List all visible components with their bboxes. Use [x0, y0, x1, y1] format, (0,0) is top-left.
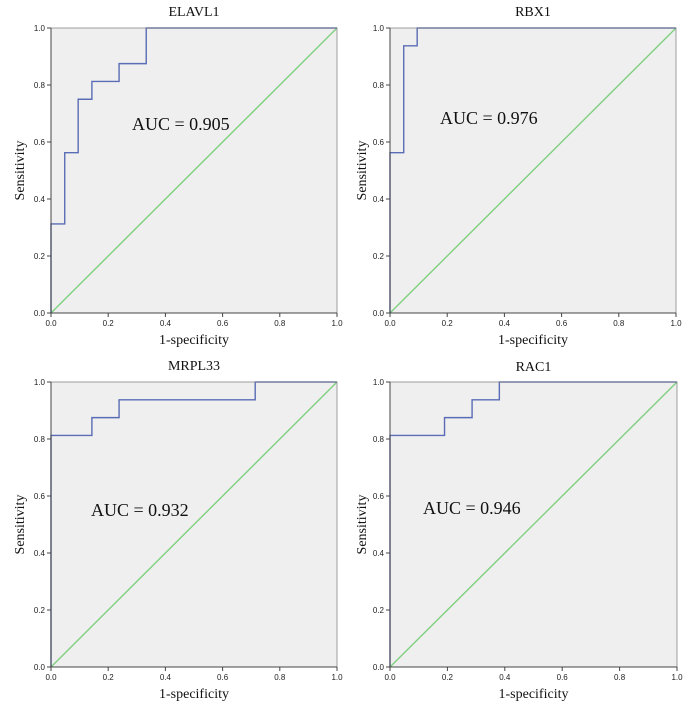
roc-curve: [50, 381, 337, 667]
y-tick-label: 0.4: [34, 195, 46, 204]
y-axis-label: Sensitivity: [13, 141, 28, 201]
y-tick-label: 1.0: [373, 24, 385, 33]
y-tick-label: 0.2: [373, 252, 385, 261]
reference-line: [50, 381, 338, 668]
y-axis-label: Sensitivity: [13, 495, 28, 555]
y-tick-label: 0.6: [34, 138, 46, 147]
y-tick-label: 0.8: [34, 81, 46, 90]
y-axis-label: Sensitivity: [355, 141, 370, 201]
chart-title: RAC1: [516, 360, 552, 375]
y-tick-label: 1.0: [34, 378, 46, 387]
y-tick-label: 0.0: [373, 663, 385, 672]
x-tick-label: 0.0: [45, 673, 57, 682]
x-tick-label: 1.0: [331, 673, 343, 682]
roc-panel-rbx1: 0.00.0 0.2 0.2 0.4 0.4 0.6 0.6 0.8 0.8 1.0 1.0 RBX1…: [355, 5, 682, 348]
y-tick-label: 1.0: [373, 378, 385, 387]
y-tick-label: 0.6: [373, 492, 385, 501]
x-axis-label: 1-specificity: [159, 687, 229, 702]
auc-annotation: AUC = 0.976: [440, 108, 538, 128]
x-tick-label: 0.6: [556, 319, 568, 328]
roc-panel-elavl1: 0.00.0 0.2 0.2 0.4 0.4 0.6 0.6 0.8 0.8 1.0 1.0 ELAV…: [13, 5, 343, 348]
x-tick-label: 0.6: [217, 319, 229, 328]
y-tick-label: 1.0: [34, 24, 46, 33]
auc-annotation: AUC = 0.905: [132, 114, 230, 134]
auc-annotation: AUC = 0.932: [91, 500, 189, 520]
x-tick-label: 0.4: [499, 673, 511, 682]
reference-line: [389, 381, 678, 668]
x-tick-label: 0.0: [45, 319, 57, 328]
x-tick-label: 0.4: [160, 319, 172, 328]
roc-curve: [50, 27, 337, 313]
reference-line: [389, 27, 677, 314]
y-tick-label: 0.4: [373, 195, 385, 204]
x-tick-label: 0.8: [613, 319, 625, 328]
x-tick-label: 0.8: [274, 673, 286, 682]
x-tick-label: 0.8: [614, 673, 626, 682]
y-tick-label: 0.8: [34, 435, 46, 444]
y-tick-label: 0.4: [34, 549, 46, 558]
x-tick-label: 0.0: [384, 673, 396, 682]
x-tick-label: 0.4: [160, 673, 172, 682]
y-tick-label: 0.8: [373, 435, 385, 444]
x-tick-label: 1.0: [331, 319, 343, 328]
y-tick-label: 0.6: [34, 492, 46, 501]
x-tick-label: 0.6: [557, 673, 569, 682]
chart-title: ELAVL1: [168, 5, 219, 20]
x-axis-label: 1-specificity: [498, 333, 568, 348]
x-tick-label: 0.2: [442, 673, 454, 682]
auc-annotation: AUC = 0.946: [423, 498, 521, 518]
x-tick-label: 1.0: [670, 319, 682, 328]
roc-panel-rac1: 0.00.0 0.2 0.2 0.4 0.4 0.6 0.6 0.8 0.8 1.0 1.0 RAC1…: [355, 360, 683, 702]
y-tick-label: 0.0: [34, 663, 46, 672]
x-tick-label: 0.2: [103, 673, 115, 682]
y-tick-label: 0.2: [34, 606, 46, 615]
y-tick-label: 0.4: [373, 549, 385, 558]
x-tick-label: 0.2: [442, 319, 454, 328]
chart-title: MRPL33: [168, 359, 220, 374]
x-axis-label: 1-specificity: [159, 333, 229, 348]
y-tick-label: 0.0: [373, 309, 385, 318]
y-tick-label: 0.2: [373, 606, 385, 615]
chart-title: RBX1: [515, 5, 551, 20]
x-tick-label: 0.2: [103, 319, 115, 328]
roc-curve: [389, 381, 677, 667]
y-tick-label: 0.0: [34, 309, 46, 318]
x-tick-label: 1.0: [671, 673, 683, 682]
x-tick-label: 0.6: [217, 673, 229, 682]
y-axis-label: Sensitivity: [355, 495, 370, 555]
x-tick-label: 0.8: [274, 319, 286, 328]
y-tick-label: 0.8: [373, 81, 385, 90]
y-tick-label: 0.2: [34, 252, 46, 261]
y-tick-label: 0.6: [373, 138, 385, 147]
x-axis-label: 1-specificity: [499, 687, 569, 702]
reference-line: [50, 27, 338, 314]
x-tick-label: 0.4: [499, 319, 511, 328]
x-tick-label: 0.0: [384, 319, 396, 328]
roc-panel-mrpl33: 0.00.0 0.2 0.2 0.4 0.4 0.6 0.6 0.8 0.8 1.0 1.0 MRPL…: [13, 359, 343, 702]
